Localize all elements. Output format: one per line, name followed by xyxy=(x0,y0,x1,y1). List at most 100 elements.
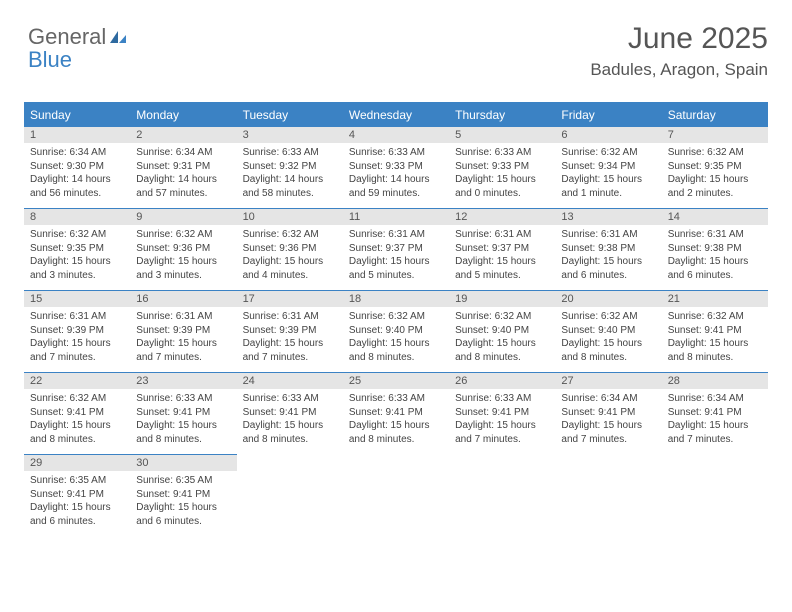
calendar-cell: 14Sunrise: 6:31 AMSunset: 9:38 PMDayligh… xyxy=(662,209,768,291)
calendar-cell: 8 Sunrise: 6:32 AM Sunset: 9:35 PM Daylight… xyxy=(24,209,130,291)
daylight-line: Daylight: 15 hours and 8 minutes. xyxy=(668,338,749,363)
sunrise-line: Sunrise: 6:31 AM xyxy=(561,229,637,240)
sunset-line: Sunset: 9:37 PM xyxy=(455,243,529,254)
sunrise-line: Sunrise: 6:31 AM xyxy=(668,229,744,240)
daylight-line: Daylight: 14 hours and 59 minutes. xyxy=(349,174,430,199)
sunset-line: Sunset: 9:39 PM xyxy=(30,325,104,336)
day-details: Sunrise: 6:32 AMSunset: 9:41 PMDaylight:… xyxy=(662,307,768,366)
day-details: Sunrise: 6:32 AM Sunset: 9:35 PM Daylight:… xyxy=(24,225,130,284)
sunrise-line: Sunrise: 6:32 AM xyxy=(455,311,531,322)
brand-sail-icon xyxy=(108,27,128,49)
day-details: Sunrise: 6:35 AMSunset: 9:41 PMDaylight:… xyxy=(130,471,236,530)
weekday-header: Saturday xyxy=(662,103,768,127)
sunset-line: Sunset: 9:36 PM xyxy=(243,243,317,254)
sunset-line: Sunset: 9:35 PM xyxy=(668,161,742,172)
sunrise-line: Sunrise: 6:33 AM xyxy=(349,147,425,158)
daylight-line: Daylight: 15 hours and 7 minutes. xyxy=(561,420,642,445)
day-details: Sunrise: 6:31 AMSunset: 9:37 PMDaylight:… xyxy=(343,225,449,284)
day-details: Sunrise: 6:35 AMSunset: 9:41 PMDaylight:… xyxy=(24,471,130,530)
day-number: 9 xyxy=(130,209,236,225)
day-number: 24 xyxy=(237,373,343,389)
daylight-line: Daylight: 15 hours and 5 minutes. xyxy=(455,256,536,281)
sunset-line: Sunset: 9:41 PM xyxy=(561,407,635,418)
sunrise-line: Sunrise: 6:31 AM xyxy=(349,229,425,240)
calendar-cell: 4Sunrise: 6:33 AMSunset: 9:33 PMDaylight… xyxy=(343,127,449,209)
day-details: Sunrise: 6:31 AMSunset: 9:39 PMDaylight:… xyxy=(237,307,343,366)
sunrise-line: Sunrise: 6:32 AM xyxy=(136,229,212,240)
day-number: 10 xyxy=(237,209,343,225)
sunset-line: Sunset: 9:38 PM xyxy=(561,243,635,254)
sunset-line: Sunset: 9:30 PM xyxy=(30,161,104,172)
calendar-cell: 6Sunrise: 6:32 AMSunset: 9:34 PMDaylight… xyxy=(555,127,661,209)
day-number: 30 xyxy=(130,455,236,471)
sunrise-line: Sunrise: 6:32 AM xyxy=(30,229,106,240)
day-number: 26 xyxy=(449,373,555,389)
calendar-cell: 28Sunrise: 6:34 AMSunset: 9:41 PMDayligh… xyxy=(662,373,768,455)
day-details: Sunrise: 6:32 AMSunset: 9:40 PMDaylight:… xyxy=(555,307,661,366)
weekday-header: Friday xyxy=(555,103,661,127)
sunset-line: Sunset: 9:39 PM xyxy=(243,325,317,336)
day-number: 22 xyxy=(24,373,130,389)
calendar-cell: 30Sunrise: 6:35 AMSunset: 9:41 PMDayligh… xyxy=(130,455,236,537)
calendar-cell: 9Sunrise: 6:32 AMSunset: 9:36 PMDaylight… xyxy=(130,209,236,291)
day-details: Sunrise: 6:34 AMSunset: 9:41 PMDaylight:… xyxy=(662,389,768,448)
day-details: Sunrise: 6:32 AMSunset: 9:40 PMDaylight:… xyxy=(343,307,449,366)
calendar-row: 29Sunrise: 6:35 AMSunset: 9:41 PMDayligh… xyxy=(24,455,768,537)
daylight-line: Daylight: 15 hours and 0 minutes. xyxy=(455,174,536,199)
day-details: Sunrise: 6:32 AMSunset: 9:36 PMDaylight:… xyxy=(237,225,343,284)
daylight-line: Daylight: 15 hours and 6 minutes. xyxy=(30,502,111,527)
sunset-line: Sunset: 9:41 PM xyxy=(349,407,423,418)
daylight-line: Daylight: 15 hours and 8 minutes. xyxy=(349,420,430,445)
calendar-cell: 26Sunrise: 6:33 AMSunset: 9:41 PMDayligh… xyxy=(449,373,555,455)
day-details: Sunrise: 6:31 AMSunset: 9:38 PMDaylight:… xyxy=(662,225,768,284)
sunset-line: Sunset: 9:41 PM xyxy=(243,407,317,418)
day-number: 17 xyxy=(237,291,343,307)
sunrise-line: Sunrise: 6:33 AM xyxy=(136,393,212,404)
daylight-line: Daylight: 15 hours and 8 minutes. xyxy=(455,338,536,363)
day-details: Sunrise: 6:33 AMSunset: 9:32 PMDaylight:… xyxy=(237,143,343,202)
calendar-cell: 3Sunrise: 6:33 AMSunset: 9:32 PMDaylight… xyxy=(237,127,343,209)
day-details: Sunrise: 6:31 AMSunset: 9:39 PMDaylight:… xyxy=(24,307,130,366)
calendar-cell: 13Sunrise: 6:31 AMSunset: 9:38 PMDayligh… xyxy=(555,209,661,291)
sunrise-line: Sunrise: 6:33 AM xyxy=(455,393,531,404)
daylight-line: Daylight: 15 hours and 7 minutes. xyxy=(136,338,217,363)
day-details: Sunrise: 6:34 AMSunset: 9:41 PMDaylight:… xyxy=(555,389,661,448)
weekday-header: Sunday xyxy=(24,103,130,127)
daylight-line: Daylight: 15 hours and 6 minutes. xyxy=(668,256,749,281)
daylight-line: Daylight: 15 hours and 7 minutes. xyxy=(455,420,536,445)
sunrise-line: Sunrise: 6:33 AM xyxy=(349,393,425,404)
day-details: Sunrise: 6:34 AMSunset: 9:30 PMDaylight:… xyxy=(24,143,130,202)
day-number: 8 xyxy=(24,209,130,225)
calendar-row: 22Sunrise: 6:32 AMSunset: 9:41 PMDayligh… xyxy=(24,373,768,455)
sunset-line: Sunset: 9:34 PM xyxy=(561,161,635,172)
weekday-header-row: Sunday Monday Tuesday Wednesday Thursday… xyxy=(24,103,768,127)
page-header: June 2025 Badules, Aragon, Spain xyxy=(590,22,768,80)
sunrise-line: Sunrise: 6:32 AM xyxy=(561,311,637,322)
sunrise-line: Sunrise: 6:32 AM xyxy=(668,147,744,158)
sunrise-line: Sunrise: 6:31 AM xyxy=(30,311,106,322)
daylight-line: Daylight: 15 hours and 8 minutes. xyxy=(561,338,642,363)
day-number: 1 xyxy=(24,127,130,143)
day-number: 3 xyxy=(237,127,343,143)
calendar-cell: 12Sunrise: 6:31 AMSunset: 9:37 PMDayligh… xyxy=(449,209,555,291)
month-title: June 2025 xyxy=(590,22,768,56)
calendar-cell: 23Sunrise: 6:33 AMSunset: 9:41 PMDayligh… xyxy=(130,373,236,455)
day-number: 2 xyxy=(130,127,236,143)
sunset-line: Sunset: 9:40 PM xyxy=(349,325,423,336)
day-details: Sunrise: 6:33 AMSunset: 9:33 PMDaylight:… xyxy=(343,143,449,202)
calendar-cell: 5Sunrise: 6:33 AMSunset: 9:33 PMDaylight… xyxy=(449,127,555,209)
sunset-line: Sunset: 9:39 PM xyxy=(136,325,210,336)
sunrise-line: Sunrise: 6:33 AM xyxy=(243,393,319,404)
calendar-cell: 27Sunrise: 6:34 AMSunset: 9:41 PMDayligh… xyxy=(555,373,661,455)
day-number: 29 xyxy=(24,455,130,471)
sunrise-line: Sunrise: 6:34 AM xyxy=(136,147,212,158)
sunset-line: Sunset: 9:35 PM xyxy=(30,243,104,254)
calendar-table: Sunday Monday Tuesday Wednesday Thursday… xyxy=(24,102,768,537)
calendar-cell xyxy=(662,455,768,537)
calendar-row: 1Sunrise: 6:34 AMSunset: 9:30 PMDaylight… xyxy=(24,127,768,209)
daylight-line: Daylight: 15 hours and 1 minute. xyxy=(561,174,642,199)
daylight-line: Daylight: 15 hours and 3 minutes. xyxy=(30,256,111,281)
weekday-header: Monday xyxy=(130,103,236,127)
brand-logo: General Blue xyxy=(28,26,128,71)
day-details: Sunrise: 6:32 AMSunset: 9:41 PMDaylight:… xyxy=(24,389,130,448)
